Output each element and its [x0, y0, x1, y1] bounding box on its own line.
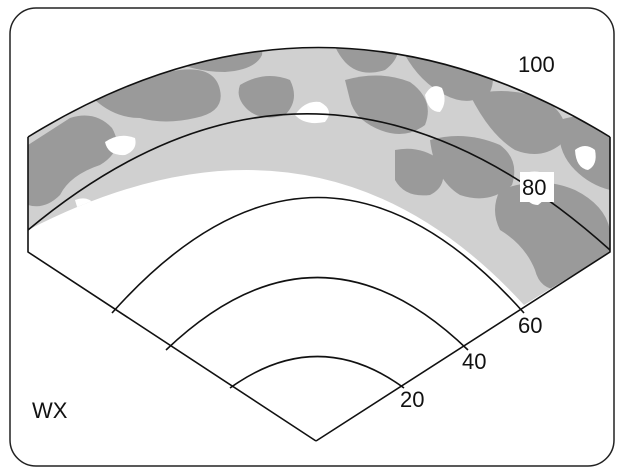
- mode-label: WX: [32, 398, 68, 423]
- range-arc-60: [111, 196, 525, 314]
- range-label-100: 100: [518, 52, 555, 77]
- range-label-80: 80: [522, 175, 546, 200]
- range-arc-20: [229, 355, 405, 389]
- range-label-60: 60: [518, 313, 542, 338]
- range-label-40: 40: [462, 349, 486, 374]
- range-arc-100: [27, 46, 611, 138]
- sector-edge-left: [27, 137, 317, 442]
- range-arc-40: [165, 276, 469, 351]
- sector-edge-right: [315, 137, 611, 442]
- range-label-20: 20: [400, 387, 424, 412]
